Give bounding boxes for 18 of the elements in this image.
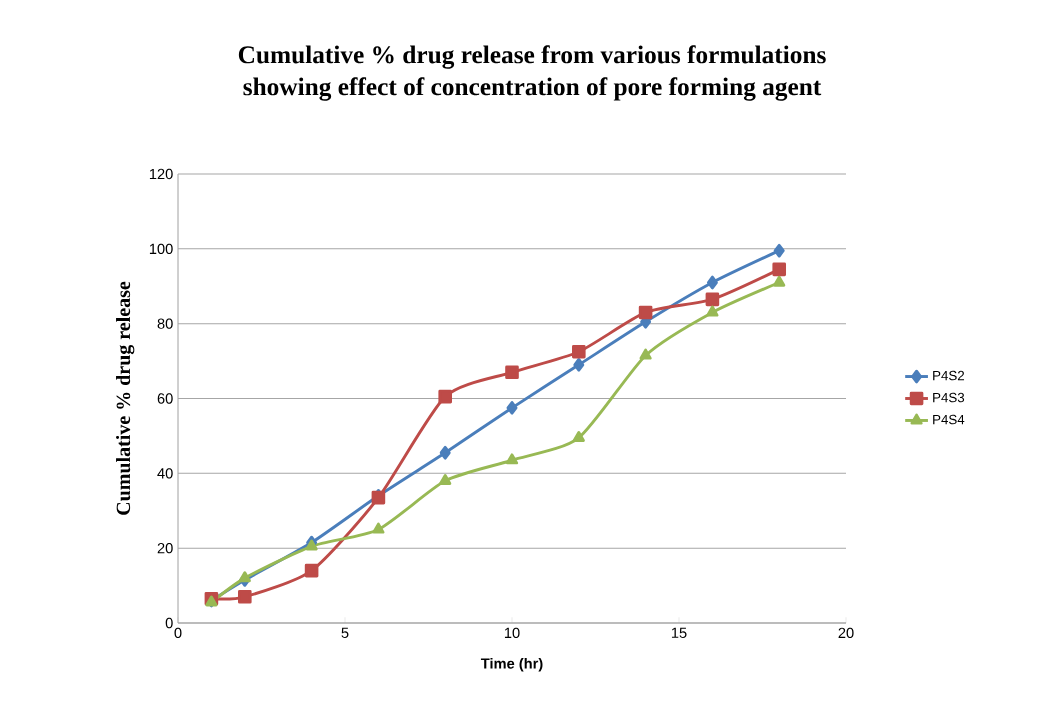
- x-axis-title: Time (hr): [480, 657, 543, 672]
- y-tick-label: 40: [157, 468, 173, 479]
- y-tick-label: 80: [157, 318, 173, 329]
- y-axis-title: Cumulative % drug release: [116, 281, 135, 515]
- x-tick-label: 20: [838, 627, 854, 639]
- legend-label: P4S4: [933, 414, 965, 425]
- y-tick-label: 100: [149, 243, 173, 255]
- x-tick-label: 0: [174, 627, 182, 639]
- y-tick-label: 60: [157, 393, 173, 404]
- y-tick-label: 20: [157, 542, 173, 554]
- y-tick-label: 120: [149, 168, 173, 180]
- x-tick-label: 10: [504, 627, 520, 639]
- legend-label: P4S3: [933, 392, 965, 403]
- chart-title: Cumulative % drug release from various formulations showing effect of concentration of pore forming agent: [238, 45, 826, 101]
- x-tick-label: 5: [341, 627, 349, 638]
- y-tick-label: 0: [165, 617, 173, 629]
- legend-label: P4S2: [933, 370, 965, 381]
- x-tick-label: 15: [671, 627, 687, 638]
